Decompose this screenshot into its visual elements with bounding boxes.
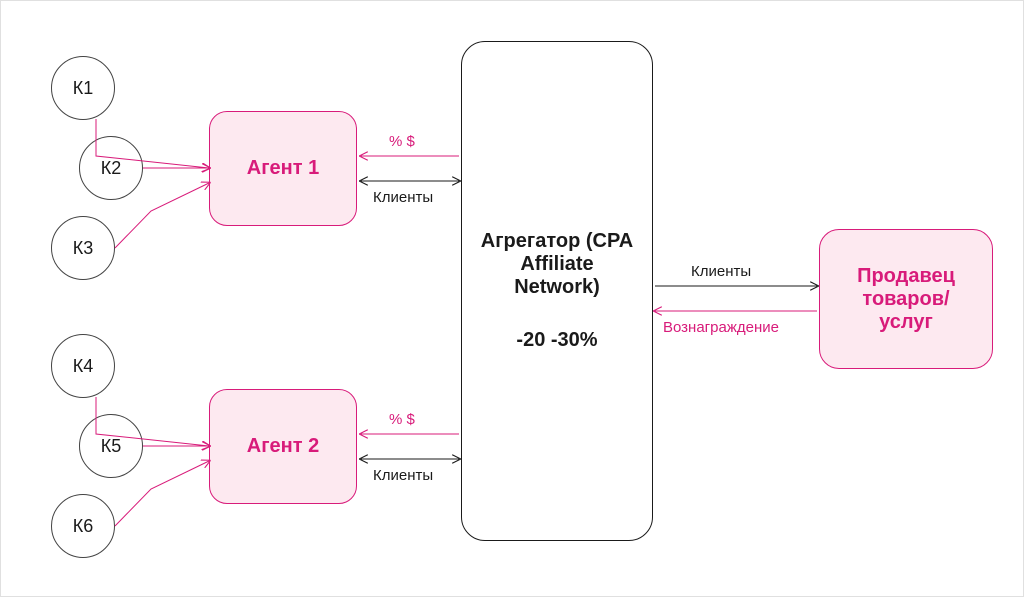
node-agent2: Агент 2 [209,389,357,504]
edge-label-a1-agg-top: % $ [389,133,415,150]
edge-label-seller-agg-bot: Вознаграждение [663,319,779,336]
node-k4: К4 [51,334,115,398]
node-aggregator: Агрегатор (CPA Affiliate Network) -20 -3… [461,41,653,541]
node-agent1: Агент 1 [209,111,357,226]
node-agent1-label: Агент 1 [247,157,319,180]
aggregator-title: Агрегатор (CPA Affiliate Network) [476,230,638,299]
node-k1: К1 [51,56,115,120]
edge-label-a2-agg-top: % $ [389,411,415,428]
diagram-canvas: К1 К2 К3 К4 К5 К6 Агент 1 Агент 2 Агрега… [0,0,1024,597]
node-k5: К5 [79,414,143,478]
node-seller-label: Продавец товаров/услуг [836,265,976,334]
node-k6-label: К6 [73,516,94,537]
node-seller: Продавец товаров/услуг [819,229,993,369]
node-k6: К6 [51,494,115,558]
node-k4-label: К4 [73,356,94,377]
edge-label-agg-a1-bot: Клиенты [373,189,433,206]
edge-label-agg-seller-top: Клиенты [691,263,751,280]
edge-label-agg-a2-bot: Клиенты [373,467,433,484]
aggregator-subtitle: -20 -30% [516,329,597,352]
node-k5-label: К5 [101,436,122,457]
node-k3-label: К3 [73,238,94,259]
node-k2-label: К2 [101,158,122,179]
node-k1-label: К1 [73,78,94,99]
node-agent2-label: Агент 2 [247,435,319,458]
node-k3: К3 [51,216,115,280]
node-k2: К2 [79,136,143,200]
